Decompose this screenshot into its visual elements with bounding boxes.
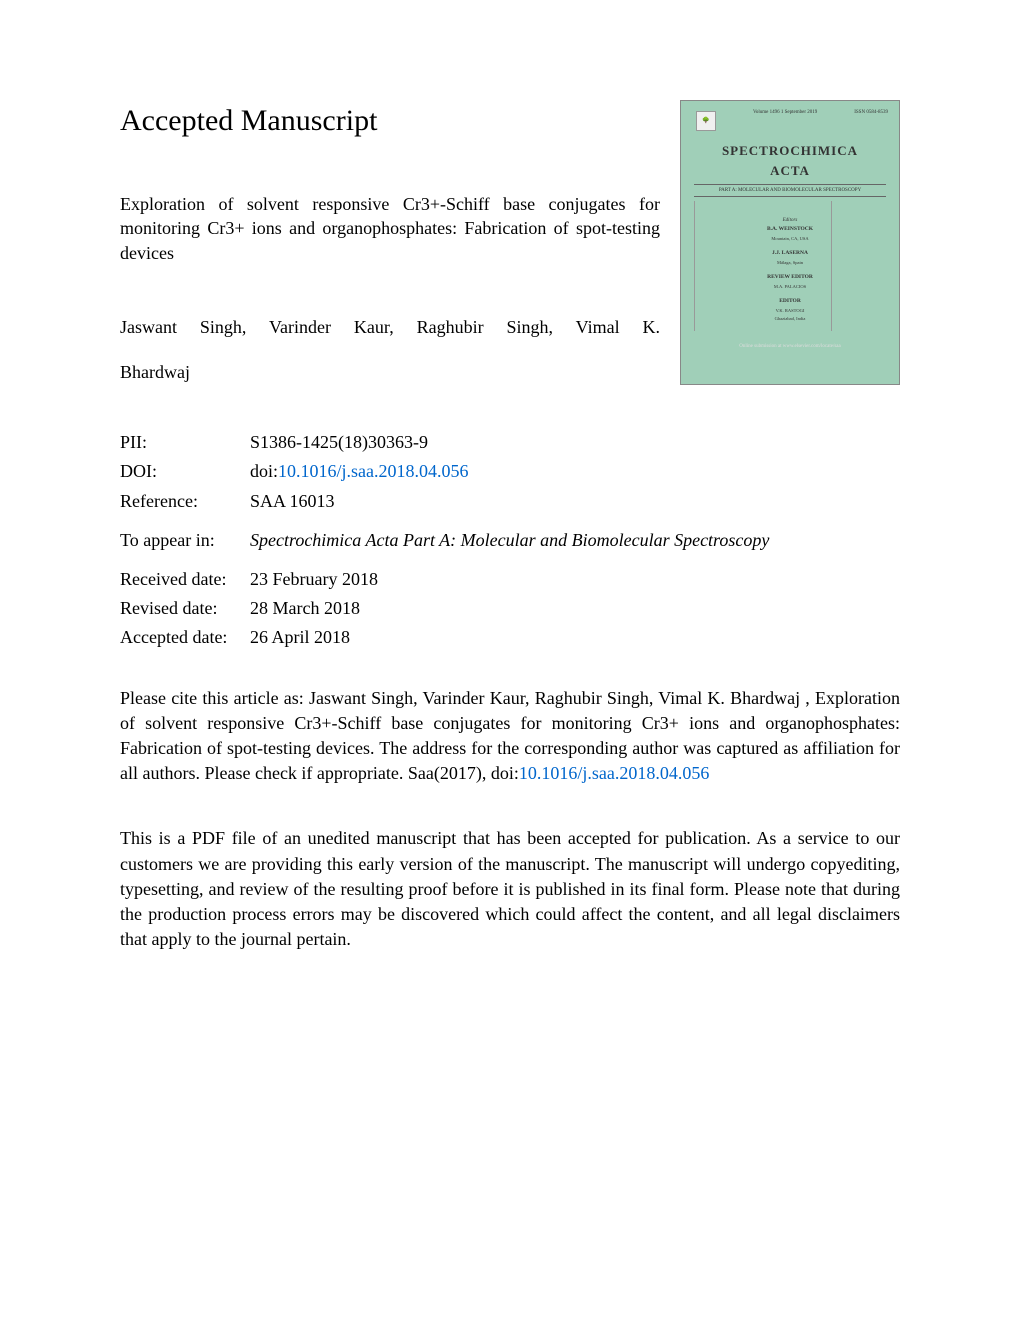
citation-text: Please cite this article as: Jaswant Sin… (120, 688, 900, 784)
authors-line-1: Jaswant Singh, Varinder Kaur, Raghubir S… (120, 315, 660, 340)
meta-row-reference: Reference: SAA 16013 (120, 489, 900, 514)
appear-label: To appear in: (120, 528, 250, 553)
revised-label: Revised date: (120, 596, 250, 621)
editor2-name: J.J. LASERNA (749, 249, 830, 259)
cover-footer: Online submission at www.elsevier.com/lo… (686, 343, 894, 350)
editor2-loc: Málaga, Spain (749, 259, 830, 267)
doi-label: DOI: (120, 459, 250, 484)
meta-row-accepted: Accepted date: 26 April 2018 (120, 625, 900, 650)
cover-volume: Volume 1496 1 September 2019 (753, 109, 817, 131)
cover-inner: 🌳 Volume 1496 1 September 2019 ISSN 0584… (686, 106, 894, 379)
cover-journal-title: SPECTROCHIMICA (686, 142, 894, 160)
citation-block: Please cite this article as: Jaswant Sin… (120, 686, 900, 787)
cover-top-bar: 🌳 Volume 1496 1 September 2019 ISSN 0584… (686, 106, 894, 134)
cover-issn: ISSN 0584-8539 (854, 109, 888, 131)
cover-editors: Editors B.A. WEINSTOCK Mountain, CA, USA… (749, 201, 830, 331)
revised-value: 28 March 2018 (250, 596, 900, 621)
article-title: Exploration of solvent responsive Cr3+-S… (120, 192, 660, 265)
cover-part-label: PART A: MOLECULAR AND BIOMOLECULAR SPECT… (694, 184, 886, 197)
citation-doi-link[interactable]: 10.1016/j.saa.2018.04.056 (519, 763, 710, 783)
disclaimer-block: This is a PDF file of an unedited manusc… (120, 826, 900, 952)
editor1-loc: Mountain, CA, USA (749, 235, 830, 243)
header-row: Accepted Manuscript Exploration of solve… (120, 100, 900, 385)
pii-label: PII: (120, 430, 250, 455)
meta-row-doi: DOI: doi:10.1016/j.saa.2018.04.056 (120, 459, 900, 484)
doi-value: doi:10.1016/j.saa.2018.04.056 (250, 459, 900, 484)
editor3-name: M.A. PALACIOS (749, 283, 830, 291)
ref-label: Reference: (120, 489, 250, 514)
editor1-name: B.A. WEINSTOCK (749, 225, 830, 235)
journal-cover: 🌳 Volume 1496 1 September 2019 ISSN 0584… (680, 100, 900, 385)
authors-line-2: Bhardwaj (120, 360, 660, 385)
doi-link[interactable]: 10.1016/j.saa.2018.04.056 (278, 461, 469, 481)
meta-row-revised: Revised date: 28 March 2018 (120, 596, 900, 621)
header-left: Accepted Manuscript Exploration of solve… (120, 100, 660, 385)
editors-label: Editors (749, 216, 830, 225)
appear-value: Spectrochimica Acta Part A: Molecular an… (250, 528, 900, 553)
accepted-value: 26 April 2018 (250, 625, 900, 650)
pii-value: S1386-1425(18)30363-9 (250, 430, 900, 455)
accepted-manuscript-title: Accepted Manuscript (120, 100, 660, 142)
editor4-label: EDITOR (749, 297, 830, 307)
editor4-loc: Ghaziabad, India (749, 315, 830, 323)
metadata-table: PII: S1386-1425(18)30363-9 DOI: doi:10.1… (120, 430, 900, 650)
meta-row-pii: PII: S1386-1425(18)30363-9 (120, 430, 900, 455)
cover-col-right (831, 201, 886, 331)
meta-row-appear: To appear in: Spectrochimica Acta Part A… (120, 528, 900, 553)
ref-value: SAA 16013 (250, 489, 900, 514)
accepted-label: Accepted date: (120, 625, 250, 650)
cover-col-left (694, 201, 749, 331)
editor3-label: REVIEW EDITOR (749, 273, 830, 283)
received-value: 23 February 2018 (250, 567, 900, 592)
cover-columns: Editors B.A. WEINSTOCK Mountain, CA, USA… (694, 201, 886, 331)
meta-row-received: Received date: 23 February 2018 (120, 567, 900, 592)
editor4-name: V.K. RASTOGI (749, 307, 830, 315)
received-label: Received date: (120, 567, 250, 592)
elsevier-logo-icon: 🌳 (696, 111, 716, 131)
doi-prefix: doi: (250, 461, 278, 481)
cover-journal-subtitle: ACTA (686, 162, 894, 180)
